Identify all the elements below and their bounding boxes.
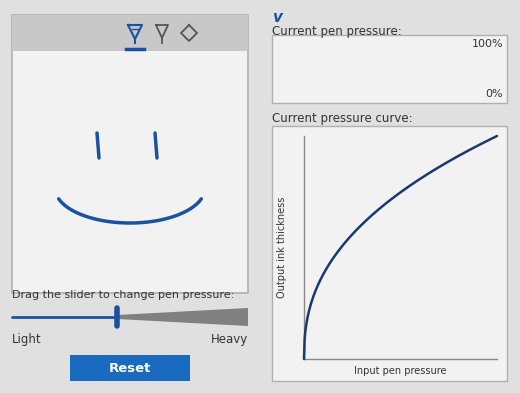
FancyBboxPatch shape <box>12 15 248 293</box>
Text: Light: Light <box>12 333 42 346</box>
Polygon shape <box>117 308 248 326</box>
FancyBboxPatch shape <box>12 15 248 51</box>
Text: 0%: 0% <box>485 89 503 99</box>
Text: Current pressure curve:: Current pressure curve: <box>272 112 413 125</box>
FancyBboxPatch shape <box>70 355 190 381</box>
Text: Heavy: Heavy <box>211 333 248 346</box>
Text: Reset: Reset <box>109 362 151 375</box>
Text: Input pen pressure: Input pen pressure <box>354 366 447 376</box>
FancyBboxPatch shape <box>272 126 507 381</box>
Text: Output ink thickness: Output ink thickness <box>277 197 287 298</box>
FancyBboxPatch shape <box>272 35 507 103</box>
Text: Current pen pressure:: Current pen pressure: <box>272 25 402 38</box>
Text: Drag the slider to change pen pressure:: Drag the slider to change pen pressure: <box>12 290 234 300</box>
Text: 100%: 100% <box>471 39 503 49</box>
Text: v: v <box>272 10 282 25</box>
